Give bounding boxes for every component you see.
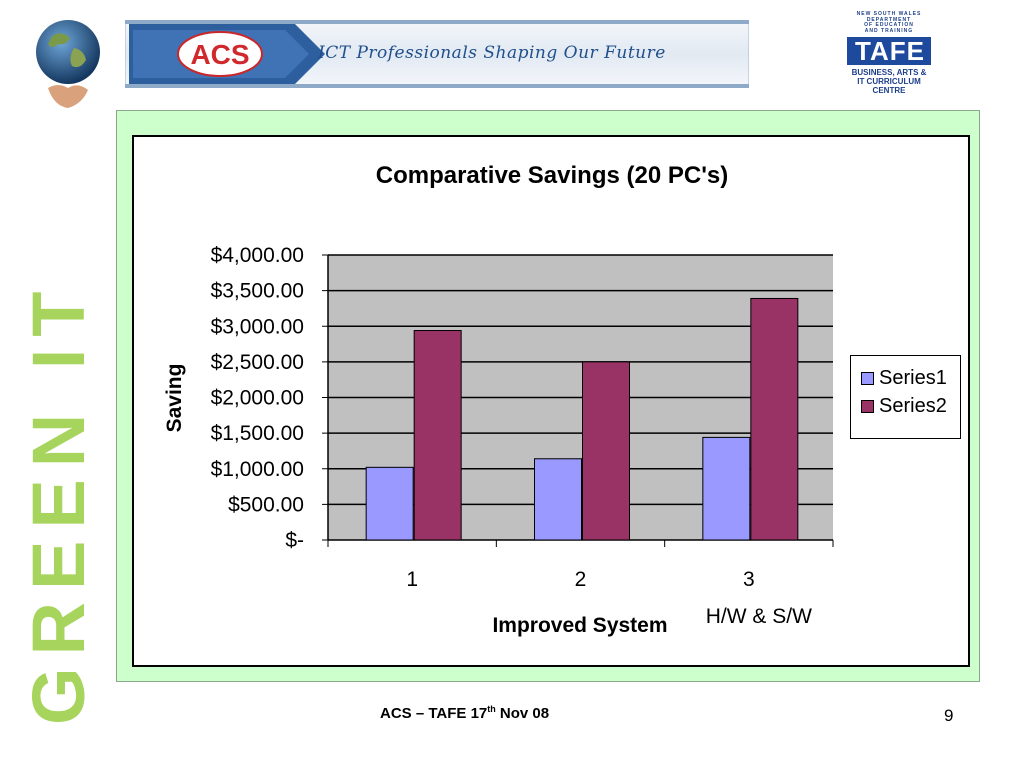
y-tick-label: $1,000.00 bbox=[211, 458, 304, 481]
x-tick-label: 2 bbox=[575, 568, 587, 591]
acs-tagline: ICT Professionals Shaping Our Future bbox=[318, 43, 666, 63]
acs-logo-text: ACS bbox=[190, 39, 249, 70]
x-tick-label: 1 bbox=[406, 568, 418, 591]
footer-superscript: th bbox=[487, 704, 496, 714]
y-tick-label: $2,000.00 bbox=[211, 387, 304, 410]
y-tick-label: $3,500.00 bbox=[211, 280, 304, 303]
x-tick-label: 3 bbox=[743, 568, 755, 591]
legend-swatch-series2 bbox=[861, 399, 874, 413]
globe-in-hand-icon bbox=[36, 20, 100, 108]
chart-legend: Series1 Series2 bbox=[850, 355, 961, 439]
bar-2-3 bbox=[750, 297, 799, 541]
bar-1-2 bbox=[534, 458, 582, 541]
legend-label-series2: Series2 bbox=[879, 394, 947, 417]
page-number: 9 bbox=[944, 706, 954, 725]
bar-2-1 bbox=[413, 330, 462, 541]
y-tick-label: $3,000.00 bbox=[211, 315, 304, 338]
tafe-wordmark: TAFE bbox=[847, 37, 931, 65]
y-tick-label: $500.00 bbox=[228, 493, 304, 516]
acs-banner: ACS bbox=[125, 20, 749, 88]
bar-2-2 bbox=[582, 361, 630, 541]
legend-item-series1: Series1 bbox=[861, 366, 960, 389]
footer-text: ACS – TAFE 17th Nov 08 bbox=[380, 704, 550, 722]
tafe-logo: NEW SOUTH WALES DEPARTMENT OF EDUCATION … bbox=[836, 11, 942, 95]
bar-1-1 bbox=[365, 466, 414, 541]
y-tick-label: $1,500.00 bbox=[211, 422, 304, 445]
legend-label-series1: Series1 bbox=[879, 366, 947, 389]
y-tick-label: $- bbox=[285, 529, 304, 552]
x-axis-label: Improved System bbox=[492, 614, 667, 637]
legend-item-series2: Series2 bbox=[861, 394, 960, 417]
green-it-text: GREEN IT bbox=[17, 280, 96, 725]
chart-title: Comparative Savings (20 PC's) bbox=[376, 162, 729, 189]
tafe-org-lines: NEW SOUTH WALES DEPARTMENT OF EDUCATION … bbox=[856, 11, 922, 34]
tafe-centre-lines: BUSINESS, ARTS & IT CURRICULUM CENTRE bbox=[851, 68, 927, 95]
legend-swatch-series1 bbox=[861, 371, 874, 385]
y-tick-label: $2,500.00 bbox=[211, 351, 304, 374]
green-it-vertical-title: GREEN IT bbox=[17, 280, 96, 725]
acs-logo-ellipse bbox=[177, 31, 263, 77]
bar-1-3 bbox=[702, 436, 751, 541]
x-annotation: H/W & S/W bbox=[706, 605, 812, 628]
y-tick-label: $4,000.00 bbox=[211, 244, 304, 267]
y-axis-label: Saving bbox=[163, 364, 186, 433]
